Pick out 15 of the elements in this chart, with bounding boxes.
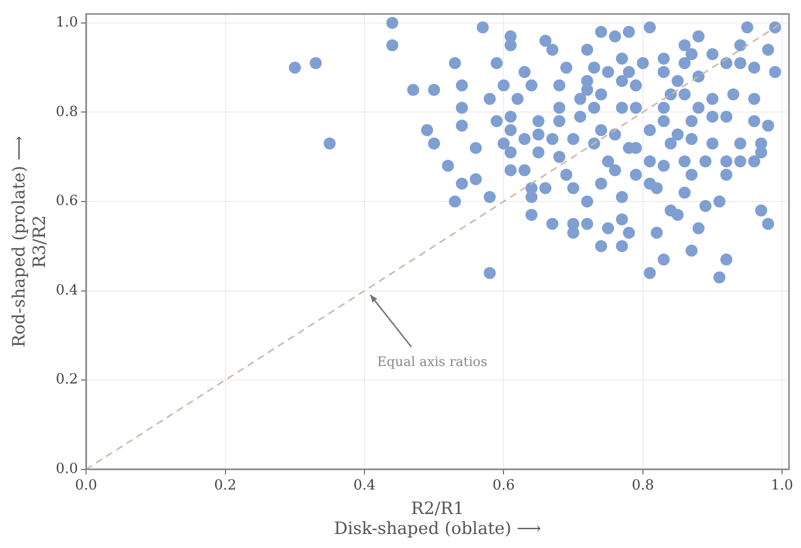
x-tick-label: 0.8 bbox=[632, 477, 654, 494]
y-tick-label: 1.0 bbox=[56, 14, 78, 31]
y-axis-title: Rod-shaped (prolate) ⟶ R3/R2 bbox=[10, 136, 50, 348]
y-tick-label: 0.8 bbox=[56, 104, 78, 120]
x-tick-label: 0.0 bbox=[74, 477, 98, 494]
x-axis-title: R2/R1 Disk-shaped (oblate) ⟶ bbox=[334, 498, 542, 540]
x-tick-label: 0.6 bbox=[492, 477, 515, 494]
annotation: Equal axis ratios bbox=[377, 355, 488, 370]
y-tick-label: 0.4 bbox=[56, 282, 78, 298]
y-tick-label: 0.6 bbox=[56, 193, 78, 210]
y-tick-label: 0.2 bbox=[56, 372, 78, 388]
x-tick-label: 1.0 bbox=[770, 477, 794, 494]
x-tick-label: 0.4 bbox=[353, 477, 376, 494]
y-tick-label: 0.0 bbox=[56, 461, 78, 478]
x-tick-label: 0.2 bbox=[214, 477, 236, 494]
